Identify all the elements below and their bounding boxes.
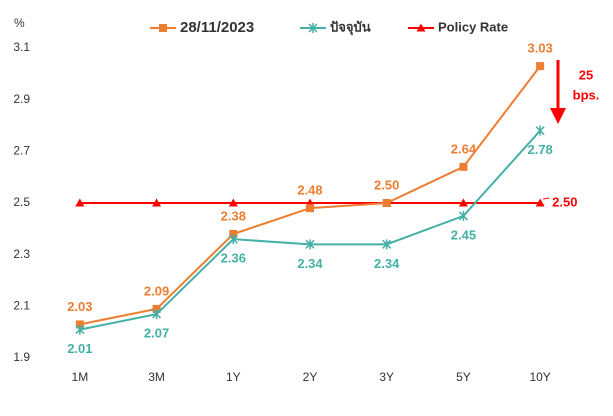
marker	[228, 198, 238, 207]
x-tick-label: 1Y	[226, 370, 241, 384]
marker	[152, 309, 162, 320]
marker	[382, 239, 392, 250]
data-label: 3.03	[527, 41, 552, 56]
data-label: 2.48	[297, 183, 322, 198]
data-label: 2.03	[67, 299, 92, 314]
y-tick-label: 1.9	[13, 350, 30, 364]
marker	[152, 304, 161, 313]
data-label: 2.45	[451, 227, 476, 242]
data-label: 2.50	[552, 194, 577, 209]
marker	[306, 204, 314, 213]
x-tick-label: 2Y	[303, 370, 318, 384]
marker	[75, 324, 85, 335]
marker	[382, 199, 391, 207]
y-tick-label: 2.9	[13, 92, 30, 106]
x-tick-label: 5Y	[456, 370, 471, 384]
annotation: bps.	[573, 87, 600, 102]
x-tick-label: 3Y	[379, 370, 394, 384]
data-label: 2.38	[221, 208, 246, 223]
marker	[305, 239, 315, 250]
annotation: 25	[579, 67, 593, 82]
marker	[536, 62, 545, 71]
data-label: 2.09	[144, 283, 169, 298]
data-label: 2.78	[527, 142, 552, 157]
legend-label: ปัจจุบัน	[330, 19, 371, 35]
legend-label: Policy Rate	[438, 19, 508, 34]
marker	[416, 23, 426, 32]
x-tick-label: 1M	[72, 370, 89, 384]
data-label: 2.01	[67, 341, 92, 356]
x-tick-label: 10Y	[529, 370, 550, 384]
marker	[458, 198, 468, 207]
marker	[459, 162, 468, 171]
marker	[535, 125, 545, 136]
marker	[308, 23, 318, 33]
marker	[228, 234, 238, 245]
leader	[543, 197, 550, 200]
data-label: 2.34	[297, 256, 323, 271]
marker	[159, 24, 167, 32]
marker	[75, 198, 85, 207]
marker	[75, 320, 84, 329]
marker	[535, 198, 545, 207]
data-label: 2.50	[374, 177, 399, 192]
y-tick-label: 2.1	[13, 299, 30, 313]
y-tick-label: 2.5	[13, 195, 30, 209]
y-tick-label: 2.7	[13, 144, 30, 158]
marker	[229, 230, 238, 238]
marker	[152, 198, 162, 207]
y-tick-label: 2.3	[13, 247, 30, 261]
data-label: 2.36	[221, 251, 246, 266]
y-axis-label: %	[14, 16, 25, 30]
data-label: 2.07	[144, 326, 169, 341]
y-tick-label: 3.1	[13, 40, 30, 54]
marker	[458, 210, 468, 221]
data-label: 2.34	[374, 256, 400, 271]
arrow-head	[550, 108, 566, 124]
data-label: 2.64	[451, 141, 477, 156]
x-tick-label: 3M	[148, 370, 165, 384]
legend-label: 28/11/2023	[180, 19, 254, 36]
